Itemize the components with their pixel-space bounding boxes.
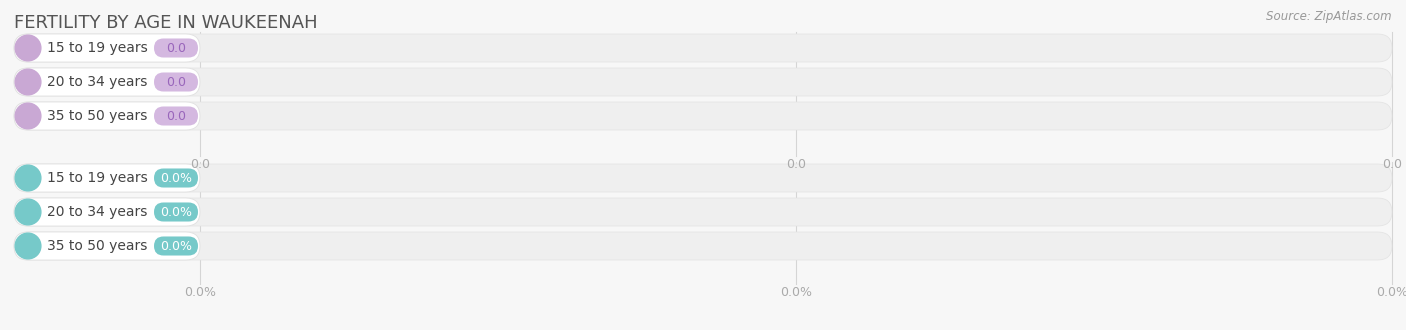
FancyBboxPatch shape <box>14 34 1392 62</box>
FancyBboxPatch shape <box>155 39 198 57</box>
FancyBboxPatch shape <box>155 73 198 91</box>
Text: 0.0%: 0.0% <box>160 206 193 218</box>
FancyBboxPatch shape <box>14 232 1392 260</box>
Text: 0.0: 0.0 <box>1382 158 1402 171</box>
Text: Source: ZipAtlas.com: Source: ZipAtlas.com <box>1267 10 1392 23</box>
Text: 0.0%: 0.0% <box>160 172 193 184</box>
Text: 15 to 19 years: 15 to 19 years <box>46 171 148 185</box>
Circle shape <box>15 165 41 191</box>
FancyBboxPatch shape <box>14 68 1392 96</box>
Text: 0.0: 0.0 <box>190 158 209 171</box>
Text: 20 to 34 years: 20 to 34 years <box>46 75 148 89</box>
Text: 0.0: 0.0 <box>786 158 806 171</box>
FancyBboxPatch shape <box>14 164 1392 192</box>
FancyBboxPatch shape <box>14 68 200 96</box>
FancyBboxPatch shape <box>155 169 198 187</box>
FancyBboxPatch shape <box>155 203 198 221</box>
Text: 0.0%: 0.0% <box>160 240 193 252</box>
FancyBboxPatch shape <box>14 102 1392 130</box>
Text: 20 to 34 years: 20 to 34 years <box>46 205 148 219</box>
FancyBboxPatch shape <box>14 164 200 192</box>
FancyBboxPatch shape <box>155 107 198 125</box>
Text: 0.0%: 0.0% <box>780 286 813 299</box>
Circle shape <box>15 35 41 61</box>
Text: 0.0%: 0.0% <box>184 286 217 299</box>
Text: 0.0: 0.0 <box>166 76 186 88</box>
Text: FERTILITY BY AGE IN WAUKEENAH: FERTILITY BY AGE IN WAUKEENAH <box>14 14 318 32</box>
Circle shape <box>15 69 41 95</box>
FancyBboxPatch shape <box>14 34 200 62</box>
Text: 0.0%: 0.0% <box>1376 286 1406 299</box>
Text: 15 to 19 years: 15 to 19 years <box>46 41 148 55</box>
Text: 35 to 50 years: 35 to 50 years <box>46 109 148 123</box>
Text: 0.0: 0.0 <box>166 110 186 122</box>
Text: 0.0: 0.0 <box>166 42 186 54</box>
FancyBboxPatch shape <box>155 237 198 255</box>
FancyBboxPatch shape <box>14 198 1392 226</box>
Circle shape <box>15 199 41 225</box>
FancyBboxPatch shape <box>14 102 200 130</box>
Text: 35 to 50 years: 35 to 50 years <box>46 239 148 253</box>
FancyBboxPatch shape <box>14 198 200 226</box>
Circle shape <box>15 233 41 259</box>
FancyBboxPatch shape <box>14 232 200 260</box>
Circle shape <box>15 103 41 129</box>
